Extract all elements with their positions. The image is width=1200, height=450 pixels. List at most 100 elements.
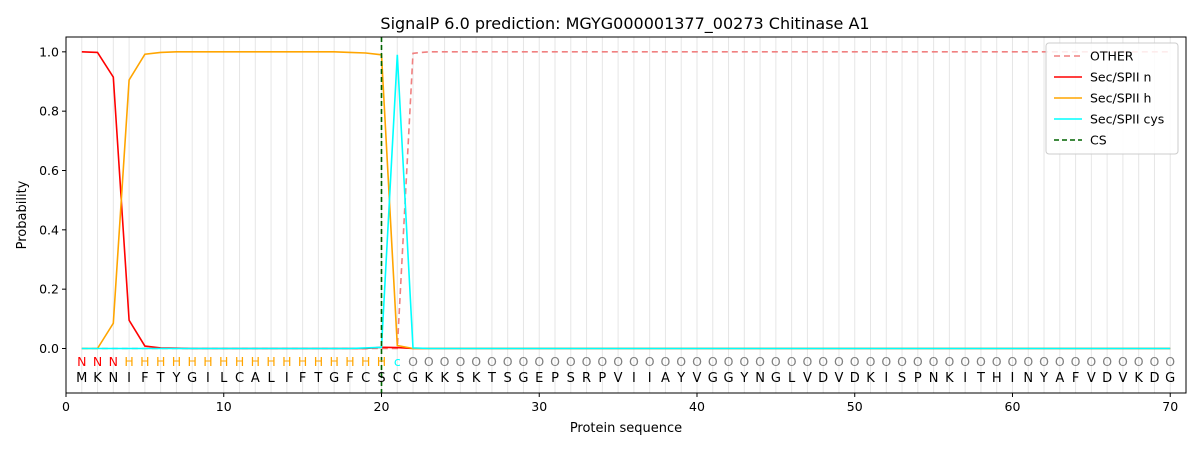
residue-letter: I: [127, 371, 131, 386]
residue-letter: R: [582, 371, 591, 386]
residue-letter: K: [440, 371, 449, 386]
residue-label: H: [282, 354, 291, 369]
residue-letter: G: [723, 371, 733, 386]
residue-label: O: [866, 354, 876, 369]
residue-letter: V: [835, 371, 844, 386]
residue-label: H: [172, 354, 181, 369]
residue-label: O: [1023, 354, 1033, 369]
x-tick-label: 20: [374, 399, 390, 414]
residue-label: H: [251, 354, 260, 369]
y-tick-label: 0.6: [39, 163, 59, 178]
residue-letter: M: [76, 371, 87, 386]
residue-letter: I: [206, 371, 210, 386]
residue-letter: S: [456, 371, 464, 386]
residue-label: N: [93, 354, 102, 369]
residue-label: O: [1008, 354, 1018, 369]
residue-label: O: [455, 354, 465, 369]
x-tick-label: 30: [531, 399, 547, 414]
residue-label: O: [834, 354, 844, 369]
y-axis-label: Probability: [15, 180, 30, 249]
residue-letter: V: [1087, 371, 1096, 386]
residue-label: O: [613, 354, 623, 369]
residue-label: O: [661, 354, 671, 369]
residue-letter: F: [346, 371, 353, 386]
residue-letter: N: [108, 371, 118, 386]
x-tick-label: 40: [689, 399, 705, 414]
residue-label: H: [345, 354, 354, 369]
plot-frame: [65, 36, 1187, 394]
residue-letter: E: [535, 371, 543, 386]
residue-letter: K: [425, 371, 434, 386]
residue-label: c: [394, 354, 401, 369]
residue-letter: S: [377, 371, 385, 386]
residue-label: O: [503, 354, 513, 369]
residue-label: H: [124, 354, 133, 369]
residue-label: N: [109, 354, 118, 369]
residue-label: O: [597, 354, 607, 369]
residue-label: O: [676, 354, 686, 369]
residue-letter: I: [963, 371, 967, 386]
residue-label: O: [1165, 354, 1175, 369]
residue-letter: T: [156, 371, 165, 386]
y-tick-label: 0.0: [39, 341, 59, 356]
residue-letter: V: [614, 371, 623, 386]
residue-label: H: [377, 354, 386, 369]
residue-label: O: [1150, 354, 1160, 369]
residue-letter: D: [1102, 371, 1112, 386]
legend: OTHER Sec/SPII n Sec/SPII h Sec/SPII cys CS: [1045, 42, 1179, 155]
chart-title: SignalP 6.0 prediction: MGYG000001377_00…: [380, 14, 869, 34]
y-tick-label: 0.2: [39, 282, 59, 297]
residue-label: O: [755, 354, 765, 369]
legend-label: Sec/SPII h: [1090, 91, 1151, 106]
residue-label: O: [692, 354, 702, 369]
residue-letter: F: [1072, 371, 1079, 386]
residue-label: O: [1055, 354, 1065, 369]
residue-letter: S: [567, 371, 575, 386]
residue-letter: N: [929, 371, 939, 386]
residue-label: O: [724, 354, 734, 369]
residue-letter: V: [803, 371, 812, 386]
residue-letter: N: [755, 371, 765, 386]
y-tick-label: 0.8: [39, 104, 59, 119]
residue-label: O: [471, 354, 481, 369]
residue-label: O: [929, 354, 939, 369]
residue-letter: P: [598, 371, 606, 386]
residue-label: H: [203, 354, 212, 369]
residue-letter: G: [1165, 371, 1175, 386]
legend-label: Sec/SPII cys: [1090, 112, 1164, 127]
residue-label: O: [1086, 354, 1096, 369]
residue-label: O: [897, 354, 907, 369]
residue-label: H: [156, 354, 165, 369]
residue-letter: C: [393, 371, 402, 386]
residue-letter: P: [551, 371, 559, 386]
residue-letter: G: [518, 371, 528, 386]
residue-letter: T: [487, 371, 496, 386]
x-axis-label: Protein sequence: [570, 421, 682, 436]
residue-label: H: [235, 354, 244, 369]
residue-letter: P: [914, 371, 922, 386]
residue-letter: T: [976, 371, 985, 386]
residue-letter: I: [632, 371, 636, 386]
residue-label: O: [566, 354, 576, 369]
residue-letter: L: [220, 371, 228, 386]
residue-label: O: [1039, 354, 1049, 369]
y-tick-label: 0.4: [39, 222, 59, 237]
residue-label: O: [424, 354, 434, 369]
residue-label: O: [550, 354, 560, 369]
residue-letter: K: [472, 371, 481, 386]
residue-letter: I: [285, 371, 289, 386]
residue-letter: G: [408, 371, 418, 386]
residue-label: O: [771, 354, 781, 369]
x-tick-label: 60: [1005, 399, 1021, 414]
residue-label: H: [219, 354, 228, 369]
residue-label: O: [519, 354, 529, 369]
legend-label: OTHER: [1090, 49, 1134, 64]
residue-letter: I: [648, 371, 652, 386]
residue-label: O: [708, 354, 718, 369]
residue-letter: K: [945, 371, 954, 386]
residue-label: O: [487, 354, 497, 369]
residue-label: O: [850, 354, 860, 369]
residue-label: O: [582, 354, 592, 369]
residue-label: N: [77, 354, 86, 369]
